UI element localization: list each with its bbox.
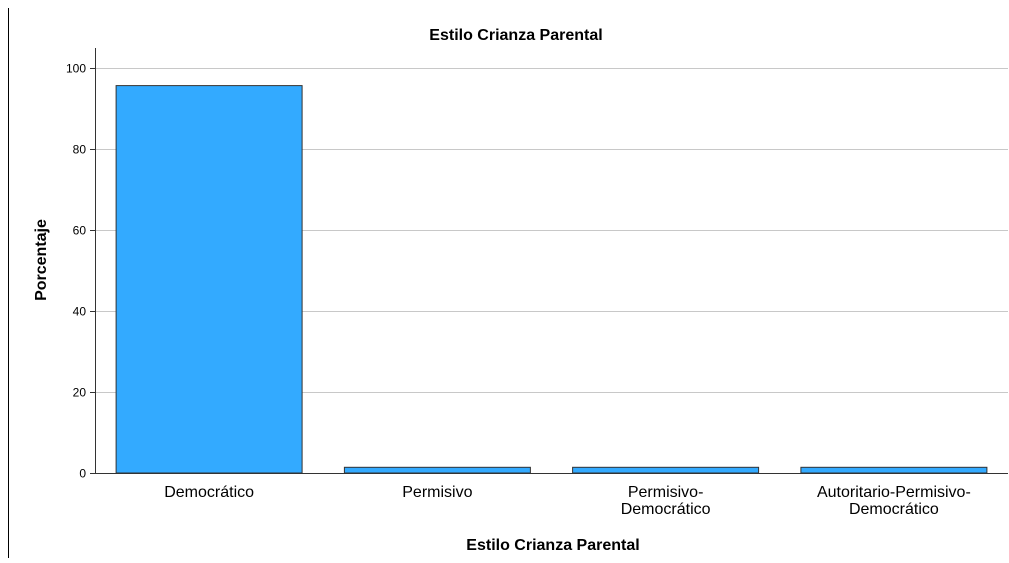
x-category-label-line: Permisivo- [628, 484, 704, 501]
x-category-label: Permisivo-Democrático [621, 484, 711, 518]
bar [115, 85, 303, 474]
bar [343, 466, 531, 474]
y-tick-label: 60 [73, 224, 87, 238]
x-category-label: Democrático [164, 484, 254, 501]
bar [800, 466, 988, 474]
y-tick-label: 40 [73, 305, 87, 319]
x-category-labels: Democrático Permisivo Permisivo-Democrátic… [164, 484, 971, 518]
x-category-label-line: Democrático [621, 501, 711, 518]
axes [95, 48, 1008, 474]
y-tick-label: 80 [73, 143, 87, 157]
x-axis-title: Estilo Crianza Parental [466, 537, 639, 554]
chart-title: Estilo Crianza Parental [429, 27, 602, 44]
x-category-label-line: Democrático [849, 501, 939, 518]
x-category-label: Permisivo [402, 484, 472, 501]
y-tick-label: 100 [66, 62, 86, 76]
y-tick-label: 20 [73, 386, 87, 400]
bars [115, 85, 988, 474]
y-tick-labels: 0 20 40 60 80 100 [66, 62, 86, 481]
x-category-label-line: Democrático [164, 484, 254, 501]
x-category-label-line: Permisivo [402, 484, 472, 501]
y-axis-title: Porcentaje [33, 219, 50, 301]
bar [572, 466, 760, 474]
y-tick-label: 0 [79, 467, 86, 481]
x-category-label: Autoritario-Permisivo-Democrático [817, 484, 971, 518]
x-category-label-line: Autoritario-Permisivo- [817, 484, 971, 501]
